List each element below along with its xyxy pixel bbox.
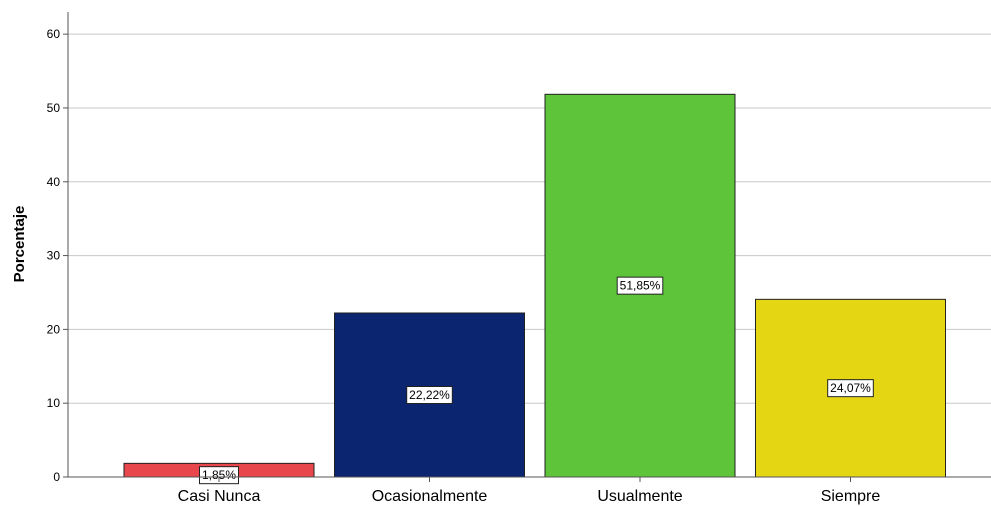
- data-label-box: [616, 276, 664, 295]
- y-tick-label: 0: [53, 470, 60, 484]
- y-axis-title: Porcentaje: [11, 206, 28, 283]
- x-category-label: Casi Nunca: [178, 488, 261, 505]
- data-label: 24,07%: [830, 381, 871, 395]
- data-label: 51,85%: [620, 279, 661, 293]
- x-category-label: Ocasionalmente: [372, 488, 488, 505]
- y-tick-label: 20: [47, 322, 61, 336]
- y-tick-label: 50: [47, 101, 61, 115]
- y-tick-label: 30: [47, 249, 61, 263]
- data-label: 1,85%: [202, 468, 236, 482]
- y-tick-label: 60: [47, 27, 61, 41]
- axes: 0 10 20 30 40 50 60 Casi Nunca Ocasionalmente Usu…: [47, 12, 991, 505]
- y-tick-label: 10: [47, 396, 61, 410]
- data-label-box: [827, 379, 874, 398]
- y-tick-label: 40: [47, 175, 61, 189]
- x-category-label: Usualmente: [597, 488, 682, 505]
- data-label-box: [406, 385, 453, 404]
- x-category-label: Siempre: [821, 488, 881, 505]
- data-label-box: [199, 466, 239, 485]
- data-label: 22,22%: [409, 388, 450, 402]
- bars: 1,85% 22,22% 51,85% 24,07%: [123, 93, 946, 485]
